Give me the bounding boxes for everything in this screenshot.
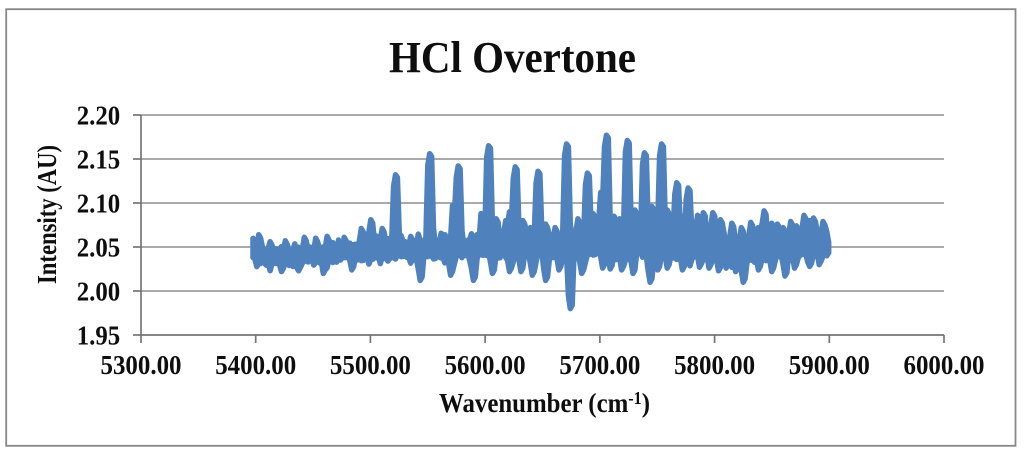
svg-text:5500.00: 5500.00 — [330, 349, 411, 380]
svg-text:2.00: 2.00 — [77, 276, 121, 307]
svg-text:5700.00: 5700.00 — [559, 349, 640, 380]
svg-text:Wavenumber (cm-1): Wavenumber (cm-1) — [439, 388, 650, 418]
svg-text:5900.00: 5900.00 — [789, 349, 870, 380]
svg-text:1.95: 1.95 — [77, 320, 121, 351]
svg-text:5800.00: 5800.00 — [674, 349, 755, 380]
svg-text:5400.00: 5400.00 — [215, 349, 296, 380]
svg-text:5600.00: 5600.00 — [445, 349, 526, 380]
svg-text:6000.00: 6000.00 — [904, 349, 985, 380]
svg-text:2.10: 2.10 — [77, 188, 121, 219]
svg-text:2.20: 2.20 — [77, 100, 121, 131]
svg-text:2.05: 2.05 — [77, 232, 121, 263]
svg-text:HCl Overtone: HCl Overtone — [389, 33, 636, 82]
svg-text:2.15: 2.15 — [77, 144, 121, 175]
svg-text:5300.00: 5300.00 — [101, 349, 182, 380]
svg-text:Intensity (AU): Intensity (AU) — [32, 145, 62, 284]
